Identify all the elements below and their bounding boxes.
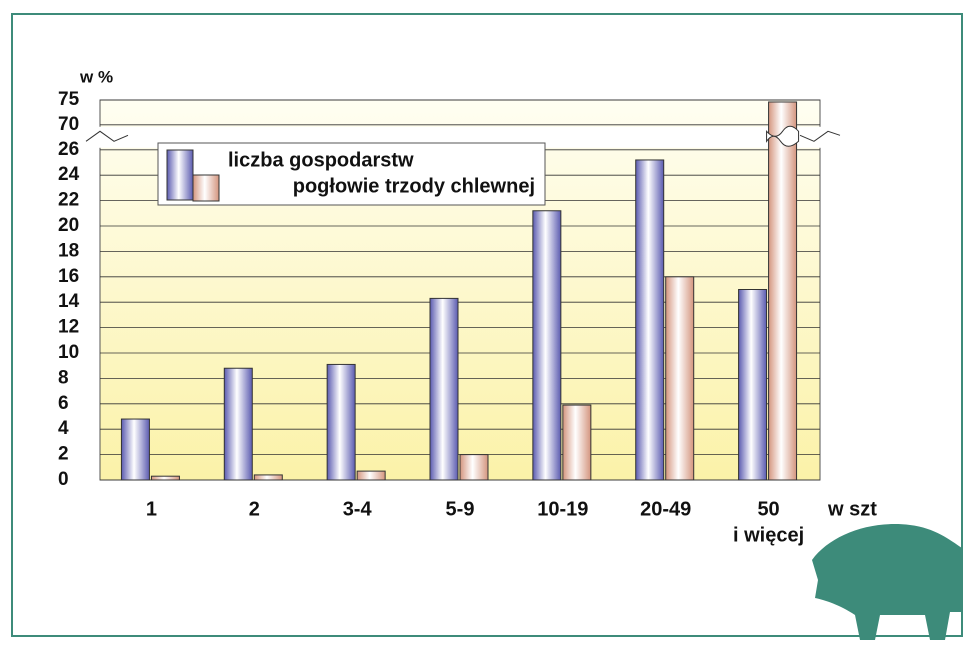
- y-tick-label: 18: [58, 240, 79, 261]
- chart: w % w szt 024681012141618202224267075123…: [0, 0, 964, 640]
- bar: [769, 102, 797, 480]
- legend-label: liczba gospodarstw: [228, 149, 414, 171]
- x-tick-label: 3-4: [343, 498, 373, 520]
- bar: [666, 277, 694, 480]
- legend-label: pogłowie trzody chlewnej: [293, 175, 535, 197]
- y-tick-label: 20: [58, 215, 79, 236]
- x-tick-label: 5-9: [446, 498, 475, 520]
- y-tick-label: 8: [58, 367, 69, 388]
- bar: [224, 368, 252, 480]
- x-tick-label: i więcej: [733, 524, 804, 546]
- bar: [739, 290, 767, 481]
- bar: [254, 475, 282, 480]
- y-tick-label: 16: [58, 266, 79, 287]
- x-tick-label: 1: [146, 498, 157, 520]
- x-tick-label: 10-19: [537, 498, 588, 520]
- bar: [357, 471, 385, 480]
- y-tick-label: 22: [58, 190, 79, 211]
- bar: [460, 455, 488, 480]
- legend-swatch: [193, 175, 219, 201]
- bar: [121, 419, 149, 480]
- pig-icon: [812, 524, 962, 640]
- y-tick-label: 26: [58, 139, 79, 160]
- legend-swatch: [167, 150, 193, 200]
- bar: [151, 476, 179, 480]
- y-tick-label: 2: [58, 444, 69, 465]
- y-tick-label: 0: [58, 469, 69, 490]
- y-tick-label: 4: [58, 418, 69, 439]
- y-tick-label: 6: [58, 393, 69, 414]
- y-tick-label: 14: [58, 291, 80, 312]
- x-tick-label: 2: [249, 498, 260, 520]
- y-tick-label: 70: [58, 114, 79, 135]
- y-tick-label: 75: [58, 89, 80, 110]
- page: w % w szt 024681012141618202224267075123…: [0, 0, 964, 640]
- y-tick-label: 24: [58, 164, 80, 185]
- bar: [430, 298, 458, 480]
- bar: [533, 211, 561, 480]
- x-tick-label: 50: [757, 498, 779, 520]
- bar: [327, 364, 355, 480]
- y-tick-label: 10: [58, 342, 79, 363]
- y-tick-label: 12: [58, 317, 79, 338]
- y-axis-label: w %: [79, 67, 113, 86]
- x-axis-label: w szt: [827, 498, 877, 520]
- bar: [636, 160, 664, 480]
- bar: [563, 405, 591, 480]
- x-tick-label: 20-49: [640, 498, 691, 520]
